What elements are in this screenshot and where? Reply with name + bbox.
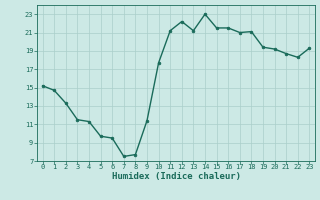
X-axis label: Humidex (Indice chaleur): Humidex (Indice chaleur) xyxy=(111,172,241,181)
